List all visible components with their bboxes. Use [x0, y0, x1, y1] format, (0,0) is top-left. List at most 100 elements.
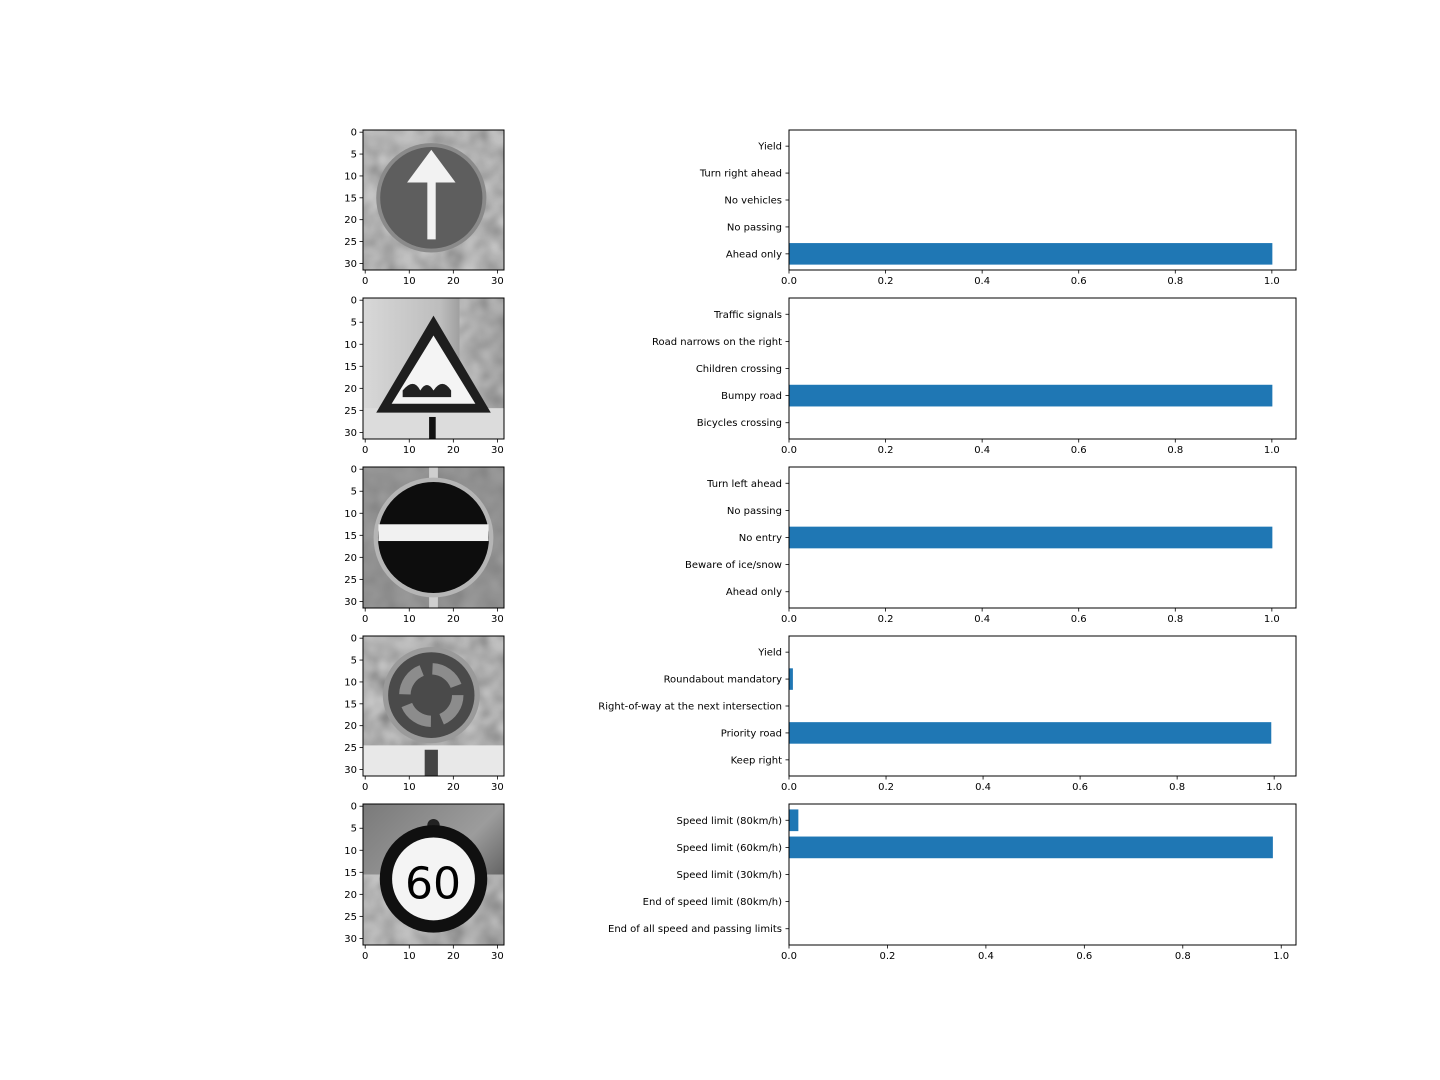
x-tick-label: 30	[491, 276, 504, 287]
image-frame	[362, 803, 505, 946]
category-label: End of all speed and passing limits	[608, 924, 782, 935]
x-tick-label: 30	[491, 445, 504, 456]
sign-image-no-entry	[363, 467, 504, 608]
category-label: Priority road	[721, 728, 782, 739]
x-tick-label: 10	[403, 276, 416, 287]
chart-frame	[788, 635, 1297, 777]
y-tick-label: 10	[344, 846, 357, 857]
bar-chart-4	[788, 635, 1297, 777]
y-tick-label: 25	[344, 406, 357, 417]
bar-chart-2	[788, 297, 1297, 440]
x-tick-label: 0.6	[1071, 614, 1087, 625]
y-tick-label: 0	[351, 128, 357, 139]
category-label: Bumpy road	[721, 391, 782, 402]
category-label: Bicycles crossing	[697, 418, 782, 429]
x-tick-label: 0.2	[879, 951, 895, 962]
x-tick-label: 0.6	[1076, 951, 1092, 962]
x-tick-label: 0.4	[974, 614, 990, 625]
y-tick-label: 20	[344, 553, 357, 564]
y-tick-label: 10	[344, 677, 357, 688]
x-tick-label: 30	[491, 951, 504, 962]
category-label: Speed limit (30km/h)	[677, 870, 783, 881]
sign-glyph: 60	[405, 858, 461, 909]
x-tick-label: 0.6	[1071, 445, 1087, 456]
x-tick-label: 1.0	[1266, 782, 1282, 793]
bar-ahead-only	[789, 243, 1273, 265]
x-tick-label: 0.2	[878, 782, 894, 793]
sign-image-bumpy-road	[363, 298, 504, 439]
y-tick-label: 30	[344, 765, 357, 776]
x-tick-label: 1.0	[1273, 951, 1289, 962]
category-label: Speed limit (60km/h)	[677, 843, 783, 854]
y-tick-label: 25	[344, 237, 357, 248]
category-label: No vehicles	[724, 196, 782, 207]
category-label: Yield	[757, 648, 782, 659]
bar-chart-5	[788, 803, 1297, 946]
x-tick-label: 0.0	[781, 276, 797, 287]
y-tick-label: 15	[344, 868, 357, 879]
y-tick-label: 25	[344, 912, 357, 923]
x-tick-label: 0.4	[974, 276, 990, 287]
x-tick-label: 0	[362, 782, 368, 793]
x-tick-label: 0.6	[1071, 276, 1087, 287]
x-tick-label: 10	[403, 782, 416, 793]
y-tick-label: 0	[351, 296, 357, 307]
bar-priority-road	[789, 722, 1272, 744]
x-tick-label: 0.8	[1169, 782, 1185, 793]
category-label: Yield	[757, 142, 782, 153]
y-tick-label: 15	[344, 193, 357, 204]
y-tick-label: 30	[344, 934, 357, 945]
x-tick-label: 0	[362, 276, 368, 287]
x-tick-label: 0.4	[975, 782, 991, 793]
category-label: Keep right	[731, 755, 782, 766]
bar-bumpy-road	[789, 384, 1273, 407]
category-label: No entry	[739, 533, 782, 544]
x-tick-label: 20	[447, 782, 460, 793]
x-tick-label: 0	[362, 951, 368, 962]
y-tick-label: 15	[344, 699, 357, 710]
image-panel-speed-limit-60: 60	[362, 803, 505, 946]
x-tick-label: 0.2	[878, 614, 894, 625]
x-tick-label: 1.0	[1264, 276, 1280, 287]
x-tick-label: 0	[362, 445, 368, 456]
y-tick-label: 10	[344, 340, 357, 351]
x-tick-label: 1.0	[1264, 445, 1280, 456]
image-panel-no-entry	[362, 466, 505, 609]
x-tick-label: 1.0	[1264, 614, 1280, 625]
x-tick-label: 20	[447, 276, 460, 287]
x-tick-label: 0.8	[1167, 445, 1183, 456]
x-tick-label: 0.8	[1167, 614, 1183, 625]
category-label: No passing	[727, 506, 782, 517]
x-tick-label: 20	[447, 445, 460, 456]
image-frame	[362, 129, 505, 271]
image-frame	[362, 635, 505, 777]
y-tick-label: 20	[344, 215, 357, 226]
x-tick-label: 20	[447, 951, 460, 962]
sign-image-ahead-only	[363, 130, 504, 270]
x-tick-label: 0.2	[878, 276, 894, 287]
bar-roundabout-mandatory	[789, 668, 793, 690]
y-tick-label: 30	[344, 597, 357, 608]
y-tick-label: 25	[344, 575, 357, 586]
image-panel-bumpy-road	[362, 297, 505, 440]
category-label: Right-of-way at the next intersection	[598, 702, 782, 713]
x-tick-label: 10	[403, 951, 416, 962]
y-tick-label: 20	[344, 890, 357, 901]
y-tick-label: 5	[351, 487, 357, 498]
y-tick-label: 0	[351, 802, 357, 813]
image-frame	[362, 297, 505, 440]
sign-image-speed-limit-60: 60	[363, 804, 504, 945]
image-panel-roundabout	[362, 635, 505, 777]
x-tick-label: 0.0	[781, 445, 797, 456]
chart-content: 0 10 20 30 0 5 10 15 20 25 30 0.0 0.2 0.4 0.6 0.8 1.0 Yie…	[344, 128, 1289, 962]
bar-speed-limit-60km-h-	[789, 836, 1273, 859]
y-tick-label: 10	[344, 171, 357, 182]
image-frame	[362, 466, 505, 609]
x-tick-label: 30	[491, 614, 504, 625]
x-tick-label: 0.6	[1072, 782, 1088, 793]
category-label: Road narrows on the right	[652, 337, 782, 348]
image-panel-ahead-only	[362, 129, 505, 271]
y-tick-label: 30	[344, 259, 357, 270]
bar-no-entry	[789, 526, 1273, 549]
